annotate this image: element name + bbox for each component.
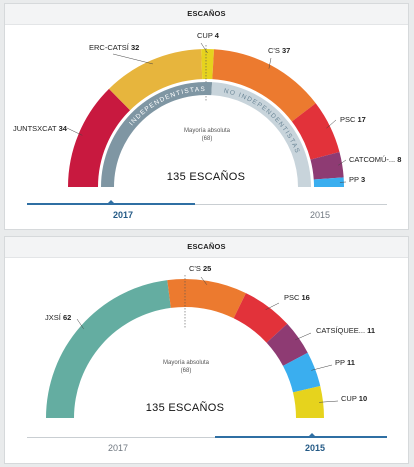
party-label: ERC-CATSÍ 32 bbox=[89, 43, 139, 52]
party-label: CATSÍQUEE... 11 bbox=[316, 326, 375, 335]
seat-segment-jxsi bbox=[46, 280, 171, 418]
party-label: PP 11 bbox=[335, 358, 355, 367]
party-name: ERC-CATSÍ bbox=[89, 43, 131, 52]
party-name: CATCOMÚ-... bbox=[349, 155, 397, 164]
tab-rule-left bbox=[27, 436, 215, 438]
party-name: PP bbox=[335, 358, 347, 367]
tab-2015[interactable]: 2015 bbox=[310, 210, 331, 220]
bloc-band-independentistas bbox=[101, 82, 213, 187]
party-seats: 25 bbox=[203, 264, 211, 273]
party-label: JXSÍ 62 bbox=[45, 313, 71, 322]
party-seats: 10 bbox=[359, 394, 367, 403]
majority-label: Mayoría absoluta bbox=[184, 128, 231, 134]
party-label: PP 3 bbox=[349, 175, 365, 184]
party-seats: 62 bbox=[63, 313, 71, 322]
tab-2017[interactable]: 2017 bbox=[113, 210, 134, 220]
leader-line bbox=[200, 276, 208, 285]
total-seats-label: 135 ESCAÑOS bbox=[146, 401, 225, 414]
seat-segment-erc-catsi bbox=[108, 49, 203, 111]
party-name: JUNTSXCAT bbox=[13, 124, 59, 133]
party-label: CUP 10 bbox=[341, 394, 367, 403]
party-name: C'S bbox=[189, 264, 203, 273]
leader-line bbox=[268, 57, 272, 69]
leader-line bbox=[338, 159, 347, 166]
panel-header: ESCAÑOS bbox=[5, 237, 408, 258]
party-seats: 11 bbox=[367, 326, 375, 335]
party-label: CATCOMÚ-... 8 bbox=[349, 155, 401, 164]
tab-2015[interactable]: 2015 bbox=[305, 443, 326, 453]
tab-active-marker bbox=[107, 200, 115, 204]
leader-line bbox=[311, 364, 333, 371]
party-label: PSC 17 bbox=[340, 115, 366, 124]
party-seats: 8 bbox=[397, 155, 401, 164]
majority-label: Mayoría absoluta bbox=[163, 360, 210, 366]
party-seats: 34 bbox=[59, 124, 68, 133]
leader-line bbox=[295, 332, 312, 341]
party-label: CUP 4 bbox=[197, 31, 220, 40]
party-name: JXSÍ bbox=[45, 313, 63, 322]
leader-line bbox=[265, 302, 280, 310]
party-name: C'S bbox=[268, 46, 282, 55]
seat-segment-pp bbox=[313, 177, 344, 187]
party-name: CATSÍQUEE... bbox=[316, 326, 367, 335]
seat-segment-juntsxcat bbox=[68, 88, 131, 187]
leader-line bbox=[66, 127, 83, 136]
party-seats: 11 bbox=[347, 358, 355, 367]
seat-segment-catsiquee bbox=[266, 323, 308, 366]
seat-segment-psc bbox=[291, 103, 340, 160]
party-seats: 17 bbox=[358, 115, 366, 124]
tab-rule-left bbox=[27, 203, 195, 205]
party-seats: 4 bbox=[215, 31, 220, 40]
party-label: C'S 25 bbox=[189, 264, 211, 273]
leader-line bbox=[326, 119, 337, 129]
majority-value: (68) bbox=[202, 136, 213, 142]
bloc-band-no-independentistas bbox=[211, 82, 311, 187]
seat-segment-pp bbox=[283, 352, 321, 393]
party-name: PP bbox=[349, 175, 361, 184]
seat-segment-catcomu bbox=[310, 152, 344, 180]
seat-segment-c-s bbox=[167, 279, 246, 319]
tab-2017[interactable]: 2017 bbox=[108, 443, 129, 453]
party-label: PSC 16 bbox=[284, 293, 310, 302]
tab-rule-right bbox=[195, 203, 387, 205]
party-name: CUP bbox=[197, 31, 215, 40]
chart-panel-1: ESCAÑOS JUNTSXCAT 34 ERC-CATSÍ 32 CUP 4 C'S… bbox=[4, 3, 409, 230]
leader-line bbox=[112, 53, 153, 65]
panel-header: ESCAÑOS bbox=[5, 4, 408, 25]
party-label: C'S 37 bbox=[268, 46, 290, 55]
majority-value: (68) bbox=[181, 368, 192, 374]
party-seats: 16 bbox=[302, 293, 310, 302]
chart-panel-2: ESCAÑOS JXSÍ 62 C'S 25 PSC 16 CATSÍQUEE... … bbox=[4, 236, 409, 464]
party-seats: 3 bbox=[361, 175, 365, 184]
seat-segment-cup bbox=[293, 385, 324, 418]
tab-rule-right bbox=[215, 436, 387, 438]
leader-line bbox=[319, 400, 339, 403]
leader-line bbox=[76, 318, 84, 329]
seat-segment-c-s bbox=[212, 49, 316, 122]
total-seats-label: 135 ESCAÑOS bbox=[167, 170, 246, 183]
party-seats: 32 bbox=[131, 43, 139, 52]
seat-segment-cup bbox=[201, 49, 215, 80]
party-label: JUNTSXCAT 34 bbox=[13, 124, 68, 133]
seat-segment-psc bbox=[233, 293, 288, 343]
leader-line bbox=[200, 42, 208, 54]
party-seats: 37 bbox=[282, 46, 290, 55]
tab-active-marker bbox=[308, 433, 316, 437]
party-name: PSC bbox=[340, 115, 358, 124]
party-name: PSC bbox=[284, 293, 302, 302]
party-name: CUP bbox=[341, 394, 359, 403]
